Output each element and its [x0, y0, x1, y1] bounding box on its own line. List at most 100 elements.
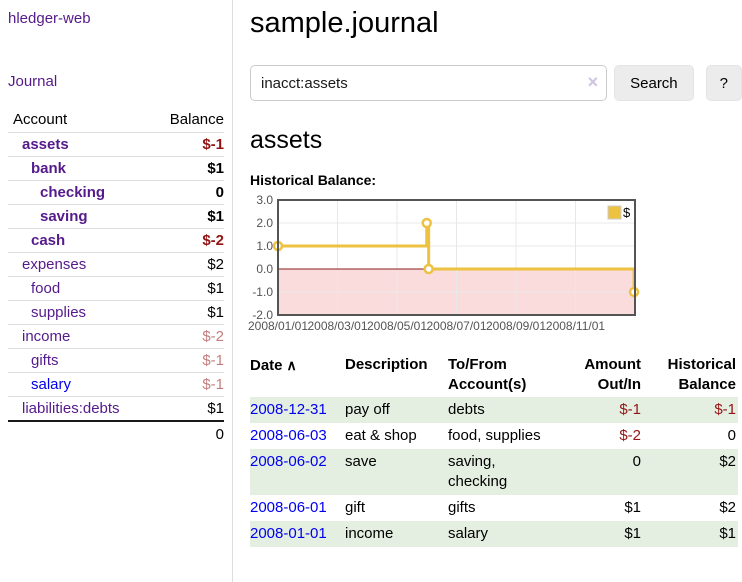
sidebar-account-link[interactable]: assets — [22, 136, 69, 153]
transaction-balance: $1 — [719, 525, 736, 542]
transaction-description: income — [345, 525, 394, 542]
transaction-accounts: food, supplies — [448, 427, 541, 444]
account-row: bank $1 — [8, 156, 224, 181]
main-content: sample.journal × Search ? assets Histori… — [248, 0, 742, 547]
sidebar-account-link[interactable]: supplies — [31, 304, 87, 321]
y-tick-label: 0.0 — [256, 262, 273, 276]
sidebar-account-link[interactable]: bank — [31, 160, 67, 177]
transaction-balance: $2 — [719, 453, 736, 470]
account-balance: $1 — [149, 156, 224, 181]
column-header-balance: Historical Balance — [667, 356, 736, 393]
data-point-marker — [423, 263, 434, 275]
help-button[interactable]: ? — [705, 65, 742, 101]
transaction-date-link[interactable]: 2008-06-03 — [250, 427, 327, 444]
transaction-date-link[interactable]: 2008-06-01 — [250, 499, 327, 516]
transaction-amount: $1 — [624, 499, 641, 516]
search-input[interactable] — [250, 65, 608, 101]
accounts-total-row: 0 — [8, 420, 224, 446]
x-tick-label: 2008/01/01 — [248, 319, 308, 333]
data-point-marker — [421, 217, 432, 229]
sidebar: hledger-web Journal Account Balance asse… — [0, 0, 233, 582]
transaction-description: eat & shop — [345, 427, 417, 444]
sort-ascending-icon: ∧ — [286, 357, 297, 373]
accounts-header-balance: Balance — [169, 111, 224, 128]
account-balance: $-1 — [149, 348, 224, 373]
register-row: 2008-06-01 gift gifts $1 $2 — [250, 495, 738, 521]
account-row: salary $-1 — [8, 372, 224, 397]
transaction-description: gift — [345, 499, 366, 516]
y-tick-label: 2.0 — [256, 216, 273, 230]
app-title-link[interactable]: hledger-web — [8, 10, 91, 27]
chart-label: Historical Balance: — [250, 172, 377, 188]
transaction-date-link[interactable]: 2008-12-31 — [250, 401, 327, 418]
accounts-total-value: 0 — [149, 420, 224, 446]
register-row: 2008-06-03 eat & shop food, supplies $-2 0 — [250, 423, 738, 449]
search-form: × Search ? — [250, 65, 742, 101]
transaction-description: pay off — [345, 401, 390, 418]
transaction-balance: $-1 — [714, 401, 736, 418]
sidebar-account-link[interactable]: checking — [40, 184, 106, 201]
account-row: liabilities:debts $1 — [8, 396, 224, 421]
account-row: gifts $-1 — [8, 348, 224, 373]
register-row: 2008-12-31 pay off debts $-1 $-1 — [250, 397, 738, 423]
account-balance: $-2 — [149, 228, 224, 253]
sidebar-account-link[interactable]: expenses — [22, 256, 87, 273]
account-balance: $1 — [149, 276, 224, 301]
transaction-amount: 0 — [632, 453, 641, 470]
transaction-date-link[interactable]: 2008-01-01 — [250, 525, 327, 542]
column-header-accounts: To/From Account(s) — [448, 356, 527, 393]
sidebar-account-link[interactable]: gifts — [31, 352, 59, 369]
historical-balance-chart: $3.0 2.0 1.0 0.0 -1.0 -2.0 2008/01/01 2008/03/0… — [248, 193, 742, 335]
account-balance: 0 — [149, 180, 224, 205]
sidebar-account-link[interactable]: income — [22, 328, 71, 345]
transaction-balance: $2 — [719, 499, 736, 516]
account-heading: assets — [250, 126, 323, 154]
x-tick-label: 2008/07/01 — [426, 319, 486, 333]
clear-search-icon[interactable]: × — [587, 72, 599, 92]
account-balance: $1 — [149, 396, 224, 421]
account-balance: $-1 — [149, 132, 224, 157]
account-balance: $1 — [149, 300, 224, 325]
sidebar-account-link[interactable]: food — [31, 280, 61, 297]
account-balance: $2 — [149, 252, 224, 277]
transaction-accounts: saving, checking — [448, 453, 508, 490]
sidebar-item-journal[interactable]: Journal — [8, 73, 58, 90]
y-tick-label: 1.0 — [256, 239, 273, 253]
column-header-date[interactable]: Date ∧ — [250, 357, 297, 374]
account-row: cash $-2 — [8, 228, 224, 253]
transaction-amount: $-2 — [619, 427, 641, 444]
sidebar-account-link[interactable]: cash — [31, 232, 66, 249]
column-header-amount: Amount Out/In — [584, 356, 641, 393]
transaction-accounts: gifts — [448, 499, 476, 516]
legend-swatch — [607, 205, 622, 220]
account-balance: $-2 — [149, 324, 224, 349]
column-header-description: Description — [345, 356, 428, 373]
x-tick-label: 2008/05/01 — [367, 319, 427, 333]
register-row: 2008-01-01 income salary $1 $1 — [250, 521, 738, 547]
sidebar-account-link[interactable]: liabilities:debts — [22, 400, 120, 417]
accounts-table: Account Balance assets $-1 bank $1 checking 0… — [8, 107, 224, 446]
account-row: income $-2 — [8, 324, 224, 349]
transaction-accounts: salary — [448, 525, 489, 542]
sidebar-account-link[interactable]: saving — [40, 208, 88, 225]
account-row: assets $-1 — [8, 132, 224, 157]
account-balance: $-1 — [149, 372, 224, 397]
register-header-row: Date ∧ Description To/From Account(s) Amo… — [250, 353, 738, 397]
chart-border — [277, 199, 636, 316]
x-tick-label: 2008/11/01 — [546, 319, 605, 333]
y-tick-label: -1.0 — [252, 285, 273, 299]
transaction-description: save — [345, 453, 377, 470]
accounts-header-account: Account — [13, 111, 68, 128]
x-tick-label: 2008/03/01 — [307, 319, 367, 333]
transaction-amount: $1 — [624, 525, 641, 542]
account-row: saving $1 — [8, 204, 224, 229]
account-row: supplies $1 — [8, 300, 224, 325]
search-button[interactable]: Search — [614, 65, 694, 101]
y-tick-label: -2.0 — [252, 308, 273, 322]
sidebar-account-link[interactable]: salary — [31, 376, 72, 393]
transaction-date-link[interactable]: 2008-06-02 — [250, 453, 327, 470]
transaction-balance: 0 — [727, 427, 736, 444]
account-row: expenses $2 — [8, 252, 224, 277]
y-tick-label: 3.0 — [256, 193, 273, 207]
